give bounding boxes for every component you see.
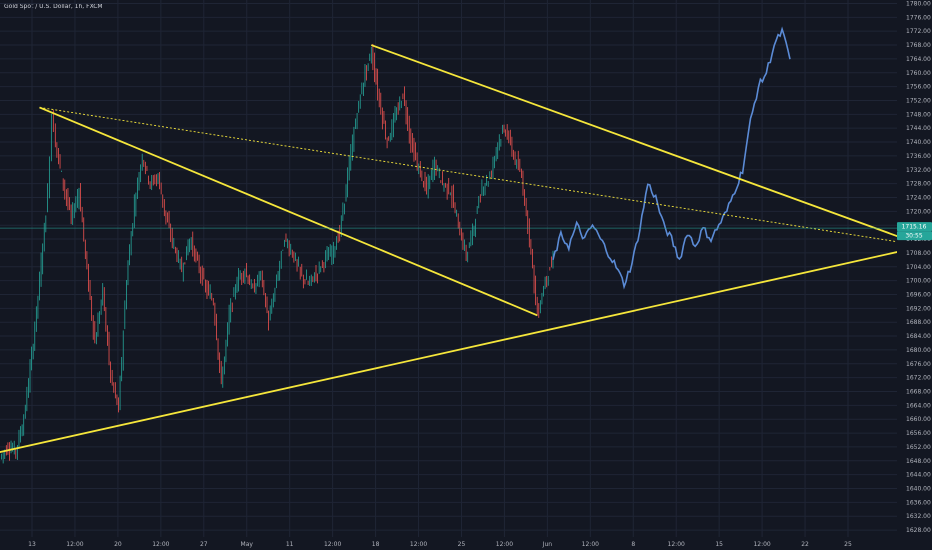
time-tick-label: 22	[801, 541, 809, 548]
time-tick-label: 25	[458, 541, 466, 548]
price-tick-label: 1652.00	[906, 444, 931, 451]
time-tick-label: 15	[715, 541, 723, 548]
time-tick-label: 8	[631, 541, 635, 548]
time-tick-label: 25	[844, 541, 852, 548]
price-tick-label: 1756.00	[906, 84, 931, 91]
projection-line	[552, 26, 791, 290]
price-tick-label: 1696.00	[906, 291, 931, 298]
projection-series	[552, 26, 791, 290]
price-tick-label: 1664.00	[906, 402, 931, 409]
time-tick-label: 12:00	[152, 541, 169, 548]
price-tick-label: 1692.00	[906, 305, 931, 312]
trendline-first-resistance	[39, 106, 538, 317]
price-tick-label: 1704.00	[906, 264, 931, 271]
price-tick-label: 1648.00	[906, 458, 931, 465]
price-tag-bg	[897, 231, 932, 241]
time-tick-label: 18	[372, 541, 380, 548]
grid-lines	[0, 0, 897, 537]
current-price-tags: 1715.16 30:55	[897, 222, 932, 241]
price-tick-label: 1760.00	[906, 70, 931, 77]
symbol-title: Gold Spot / U.S. Dollar, 1h, FXCM	[4, 3, 103, 10]
price-tick-label: 1700.00	[906, 278, 931, 285]
price-tick-label: 1672.00	[906, 375, 931, 382]
time-tick-label: 20	[114, 541, 122, 548]
price-tag-bg	[897, 222, 932, 232]
time-tick-label: 12:00	[324, 541, 341, 548]
time-tick-label: 12:00	[496, 541, 513, 548]
time-tick-label: May	[241, 541, 254, 548]
price-tick-label: 1748.00	[906, 111, 931, 118]
price-tick-label: 1780.00	[906, 0, 931, 7]
price-tick-label: 1736.00	[906, 153, 931, 160]
candle-series	[1, 43, 554, 464]
time-tick-label: 11	[286, 541, 294, 548]
time-tick-label: 12:00	[668, 541, 685, 548]
price-tick-label: 1628.00	[906, 527, 931, 534]
time-tick-label: 12:00	[410, 541, 427, 548]
price-tick-label: 1768.00	[906, 42, 931, 49]
price-tick-label: 1656.00	[906, 430, 931, 437]
time-tick-label: 12:00	[582, 541, 599, 548]
time-tick-label: Jun	[542, 541, 553, 548]
time-axis: 13 12:00 20 12:00 27 May 11 12:00 18 12:00 25 12:00…	[28, 541, 852, 548]
price-tick-label: 1660.00	[906, 416, 931, 423]
price-axis: 1628.00 1632.00 1636.00 1640.00 1644.00 1648.…	[906, 0, 931, 534]
price-axis-panel[interactable]	[897, 0, 932, 550]
price-tick-label: 1732.00	[906, 167, 931, 174]
price-tick-label: 1776.00	[906, 14, 931, 21]
time-tick-label: 12:00	[753, 541, 770, 548]
price-tag-label: 30:55	[905, 233, 922, 240]
price-tag-label: 1715.16	[902, 224, 927, 231]
trendline-upper-resistance	[370, 44, 925, 247]
price-tick-label: 1636.00	[906, 499, 931, 506]
price-tick-label: 1680.00	[906, 347, 931, 354]
price-tick-label: 1728.00	[906, 181, 931, 188]
price-tick-label: 1764.00	[906, 56, 931, 63]
price-tick-label: 1644.00	[906, 472, 931, 479]
time-tick-label: 13	[28, 541, 36, 548]
trendline-lower-support	[0, 245, 925, 454]
price-tick-label: 1640.00	[906, 485, 931, 492]
trendline-dotted-midline	[39, 106, 925, 247]
trendlines	[0, 44, 925, 454]
time-tick-label: 12:00	[66, 541, 83, 548]
price-tick-label: 1772.00	[906, 28, 931, 35]
price-tick-label: 1752.00	[906, 97, 931, 104]
price-tick-label: 1668.00	[906, 388, 931, 395]
price-tick-label: 1724.00	[906, 194, 931, 201]
price-tick-label: 1684.00	[906, 333, 931, 340]
time-axis-panel[interactable]	[0, 537, 897, 550]
price-tick-label: 1708.00	[906, 250, 931, 257]
price-tick-label: 1740.00	[906, 139, 931, 146]
price-tick-label: 1744.00	[906, 125, 931, 132]
price-tick-label: 1720.00	[906, 208, 931, 215]
price-tick-label: 1632.00	[906, 513, 931, 520]
time-tick-label: 27	[200, 541, 208, 548]
price-tick-label: 1688.00	[906, 319, 931, 326]
price-tick-label: 1676.00	[906, 361, 931, 368]
